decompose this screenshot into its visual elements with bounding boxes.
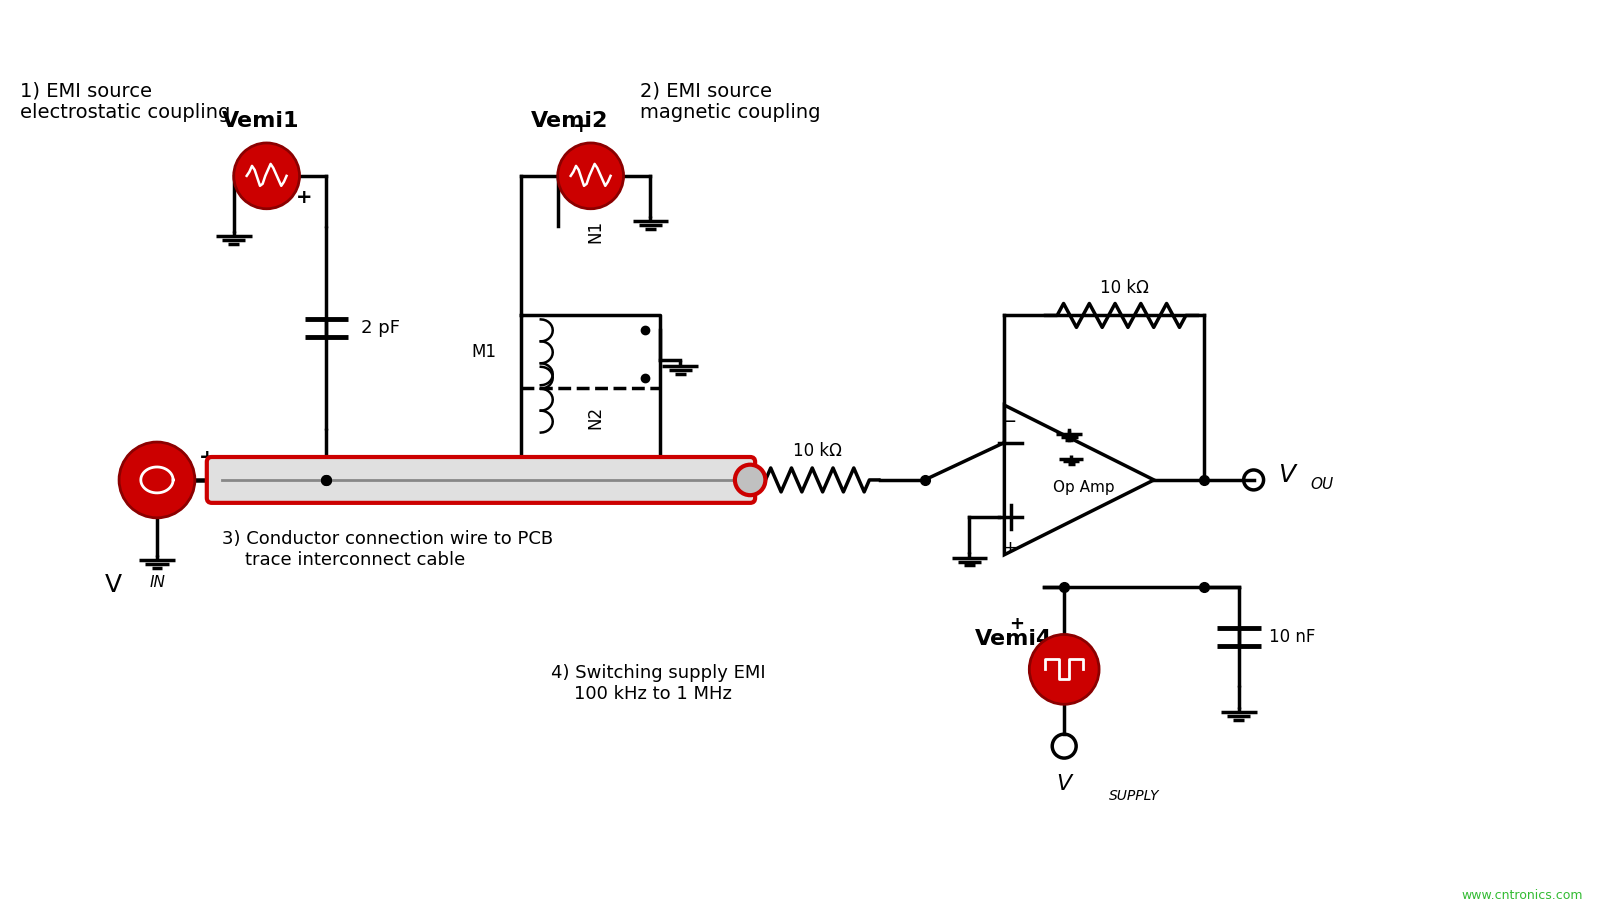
Text: www.cntronics.com: www.cntronics.com [1461,888,1582,901]
Text: +: + [296,188,312,208]
Text: V: V [1278,463,1296,487]
Text: Vemi1: Vemi1 [222,111,299,131]
Text: 10 nF: 10 nF [1269,628,1315,646]
Text: 1) EMI source
electrostatic coupling: 1) EMI source electrostatic coupling [21,81,230,122]
Text: 4) Switching supply EMI
    100 kHz to 1 MHz: 4) Switching supply EMI 100 kHz to 1 MHz [550,664,765,703]
Text: Vemi4: Vemi4 [974,630,1051,650]
Text: +: + [1010,616,1024,633]
Text: V: V [106,573,122,597]
Text: N2: N2 [587,406,605,429]
Text: OU: OU [1310,478,1333,492]
Text: M1: M1 [470,342,496,361]
Text: 10 kΩ: 10 kΩ [794,442,842,460]
Text: −: − [1002,412,1018,431]
Text: IN: IN [150,576,166,590]
Circle shape [1029,634,1099,705]
Text: +: + [573,116,589,135]
Text: +: + [198,448,214,468]
Text: N1: N1 [587,221,605,243]
Text: 3) Conductor connection wire to PCB
    trace interconnect cable: 3) Conductor connection wire to PCB trac… [222,530,554,568]
Text: 10 kΩ: 10 kΩ [1099,279,1149,297]
Text: +: + [1002,539,1018,557]
FancyBboxPatch shape [206,457,755,503]
Circle shape [558,143,624,209]
Text: Op Amp: Op Amp [1053,480,1115,495]
Circle shape [118,442,195,518]
Text: 2) EMI source
magnetic coupling: 2) EMI source magnetic coupling [640,81,821,122]
Text: 2 pF: 2 pF [362,319,400,337]
Text: V: V [1056,774,1072,794]
Circle shape [734,465,765,495]
Circle shape [234,143,299,209]
Text: SUPPLY: SUPPLY [1109,789,1160,803]
Text: Vemi2: Vemi2 [531,111,608,131]
